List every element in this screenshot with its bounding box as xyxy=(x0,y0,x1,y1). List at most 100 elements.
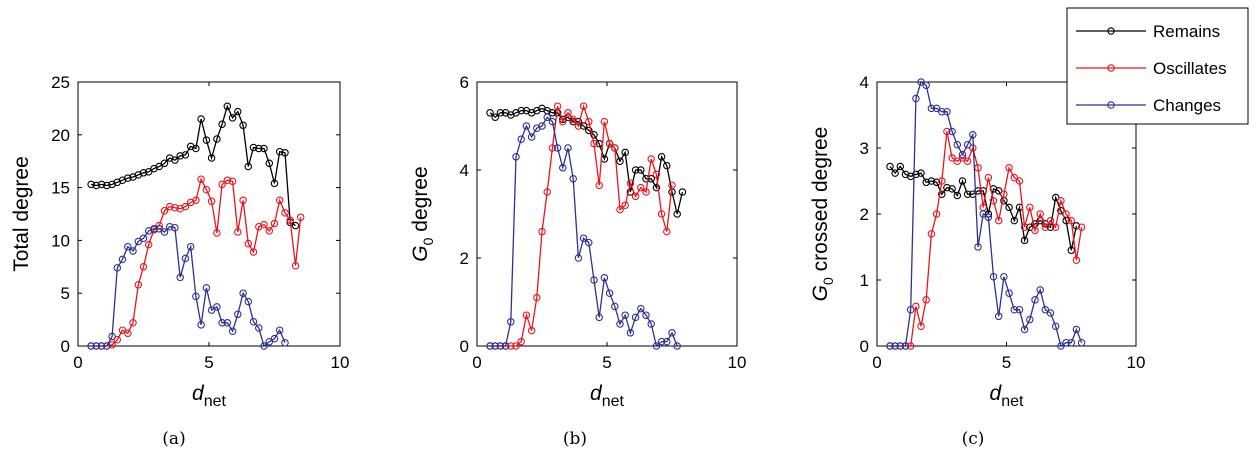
data-point xyxy=(948,185,956,193)
data-point xyxy=(605,289,614,297)
data-point xyxy=(218,319,226,327)
data-point xyxy=(1020,223,1029,231)
data-point xyxy=(1015,305,1024,314)
data-point xyxy=(912,302,920,311)
data-point xyxy=(234,228,242,236)
data-point xyxy=(244,239,253,248)
x-axis-label: dnet xyxy=(192,382,226,410)
data-point xyxy=(197,175,205,183)
data-point xyxy=(124,242,132,251)
data-point xyxy=(150,225,158,233)
legend-marker xyxy=(1107,27,1115,35)
data-point xyxy=(621,311,629,319)
data-point xyxy=(192,144,200,153)
data-point xyxy=(260,220,268,229)
data-point xyxy=(527,326,536,335)
y-tick-label: 4 xyxy=(460,161,469,180)
data-point xyxy=(922,296,930,304)
data-point xyxy=(621,201,629,209)
data-point xyxy=(160,228,169,236)
legend-marker xyxy=(1107,64,1115,72)
data-point xyxy=(239,121,247,130)
data-point xyxy=(948,154,956,162)
data-point xyxy=(1041,223,1050,231)
data-point xyxy=(595,181,603,190)
data-point xyxy=(605,139,614,148)
data-point xyxy=(631,166,640,174)
data-point xyxy=(1067,338,1076,347)
data-point xyxy=(678,188,687,196)
data-point xyxy=(574,254,583,262)
data-point xyxy=(917,322,925,330)
data-point xyxy=(491,113,499,121)
data-point xyxy=(281,209,289,217)
data-point xyxy=(113,335,122,344)
x-tick-label: 10 xyxy=(1127,353,1146,372)
data-point xyxy=(922,178,930,187)
data-point xyxy=(979,210,987,218)
data-point xyxy=(631,313,640,322)
y-tick-label: 5 xyxy=(61,284,70,303)
data-point xyxy=(901,342,910,350)
data-point xyxy=(134,237,143,246)
series-line xyxy=(890,131,1083,347)
data-point xyxy=(1051,223,1060,231)
data-point xyxy=(275,147,284,156)
data-point xyxy=(994,187,1003,195)
data-point xyxy=(927,230,936,238)
data-point xyxy=(181,151,190,159)
data-point xyxy=(1046,309,1055,317)
data-point xyxy=(223,102,232,111)
data-point xyxy=(192,292,200,301)
data-point xyxy=(1036,286,1044,294)
data-point xyxy=(611,302,619,311)
data-point xyxy=(228,177,237,186)
data-point xyxy=(543,113,551,121)
data-point xyxy=(579,122,588,130)
data-point xyxy=(176,152,184,160)
data-point xyxy=(938,177,946,185)
data-point xyxy=(984,213,993,222)
data-point xyxy=(171,223,179,232)
series-line xyxy=(90,104,296,227)
legend-label: Changes xyxy=(1153,96,1221,115)
data-point xyxy=(176,273,184,282)
data-point xyxy=(989,272,998,281)
data-point xyxy=(129,319,137,327)
data-point xyxy=(275,196,284,205)
data-point xyxy=(1015,177,1024,185)
data-point xyxy=(197,321,205,329)
data-point xyxy=(491,342,499,350)
data-point xyxy=(213,135,221,143)
data-point xyxy=(1020,236,1029,245)
data-point xyxy=(1005,289,1013,297)
data-point xyxy=(657,210,666,218)
data-point xyxy=(906,342,915,350)
data-point xyxy=(202,185,211,194)
data-point xyxy=(1057,342,1065,350)
data-point xyxy=(244,297,253,306)
series-oscillates xyxy=(886,127,1086,350)
data-point xyxy=(963,190,972,198)
data-point xyxy=(548,144,557,152)
data-point xyxy=(912,94,920,103)
data-point xyxy=(1072,256,1081,264)
y-tick-label: 15 xyxy=(51,179,70,198)
data-point xyxy=(249,248,258,256)
data-point xyxy=(527,133,536,141)
x-tick-label: 0 xyxy=(472,353,481,372)
data-point xyxy=(663,161,671,170)
data-point xyxy=(590,131,598,139)
data-point xyxy=(574,122,583,130)
data-point xyxy=(223,319,232,327)
data-point xyxy=(600,274,609,282)
data-point xyxy=(87,180,95,189)
data-point xyxy=(616,157,624,165)
data-point xyxy=(255,144,263,153)
data-point xyxy=(585,117,593,126)
data-point xyxy=(637,304,645,313)
data-point xyxy=(139,263,148,271)
y-tick-label: 2 xyxy=(460,249,469,268)
data-point xyxy=(637,183,645,192)
data-point xyxy=(486,342,494,350)
